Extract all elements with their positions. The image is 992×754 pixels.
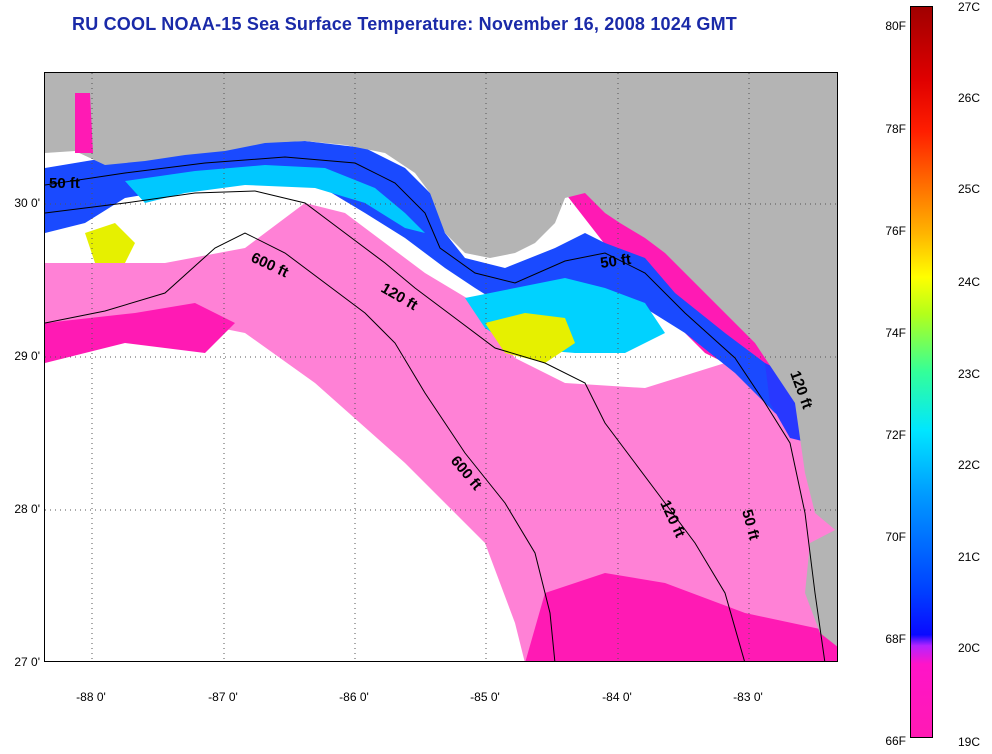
sst-map-canvas: 50 ft 600 ft 120 ft 50 ft 120 ft 600 ft … — [45, 73, 837, 661]
colorbar-f-68: 68F — [885, 632, 906, 646]
colorbar-c-27: 27C — [958, 0, 981, 14]
colorbar-c-24: 24C — [958, 275, 981, 289]
warm-nearshore-band — [45, 141, 810, 443]
lon-label-87: -87 0' — [208, 690, 238, 704]
colorbar-f-66: 66F — [885, 734, 906, 748]
lon-label-85: -85 0' — [470, 690, 500, 704]
colorbar-c-19: 19C — [958, 735, 981, 749]
sst-map[interactable]: 50 ft 600 ft 120 ft 50 ft 120 ft 600 ft … — [44, 72, 838, 662]
land-mass — [45, 73, 837, 647]
lon-label-86: -86 0' — [339, 690, 369, 704]
colorbar-f-70: 70F — [885, 530, 906, 544]
lon-label-83: -83 0' — [733, 690, 763, 704]
colorbar-f-78: 78F — [885, 122, 906, 136]
lat-label-29: 29 0' — [14, 349, 40, 363]
temperature-colorbar — [910, 6, 933, 738]
colorbar-f-80: 80F — [885, 19, 906, 33]
colorbar-c-21: 21C — [958, 550, 981, 564]
lon-label-84: -84 0' — [602, 690, 632, 704]
lat-label-30: 30 0' — [14, 196, 40, 210]
colorbar-c-25: 25C — [958, 182, 981, 196]
lon-label-88: -88 0' — [76, 690, 106, 704]
contour-label-50ft-east: 50 ft — [599, 251, 632, 272]
colorbar-f-76: 76F — [885, 224, 906, 238]
graticule — [45, 73, 837, 661]
map-title: RU COOL NOAA-15 Sea Surface Temperature:… — [72, 14, 737, 34]
colorbar-c-22: 22C — [958, 458, 981, 472]
lat-label-28: 28 0' — [14, 502, 40, 516]
lat-label-27: 27 0' — [14, 655, 40, 669]
colorbar-f-72: 72F — [885, 428, 906, 442]
cold-water-patches — [45, 193, 837, 661]
colorbar-c-23: 23C — [958, 367, 981, 381]
colorbar-c-20: 20C — [958, 641, 981, 655]
bathymetry-contours — [45, 156, 826, 661]
colorbar-c-26: 26C — [958, 91, 981, 105]
colorbar-f-74: 74F — [885, 326, 906, 340]
contour-label-50ft-west: 50 ft — [49, 175, 80, 192]
